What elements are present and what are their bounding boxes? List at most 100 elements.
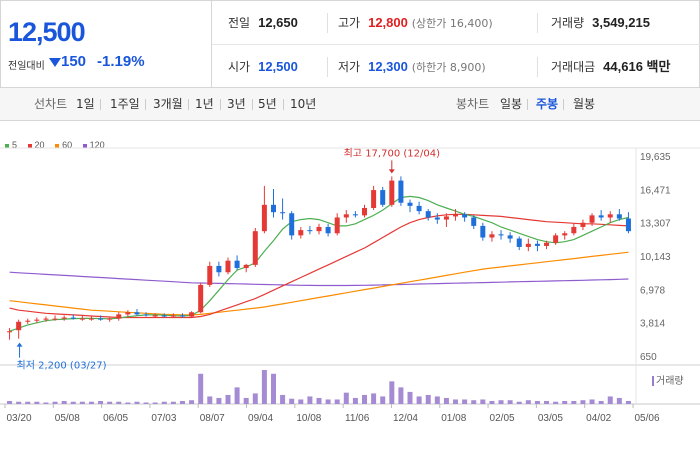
period-10y[interactable]: 10년 <box>290 97 317 111</box>
candle-body <box>471 217 477 226</box>
price-box: 12,500 전일대비 150 -1.19% <box>1 1 212 89</box>
y-tick-label: 6,978 <box>640 285 665 296</box>
x-tick-label: 02/05 <box>490 413 515 424</box>
candle-body <box>25 320 31 322</box>
annotation-high: 최고 17,700 (12/04) <box>344 147 440 159</box>
period-1w[interactable]: 1주일 <box>110 97 140 111</box>
candle-body <box>462 214 468 218</box>
divider <box>327 13 328 33</box>
volume-bar <box>7 400 13 404</box>
volume-bar <box>380 396 386 404</box>
volume-bar <box>616 397 622 404</box>
candle-body <box>34 319 40 321</box>
volume-bar <box>143 402 149 404</box>
candle-body <box>79 318 85 320</box>
volume-bar <box>507 400 513 404</box>
period-3m[interactable]: 3개월 <box>153 97 183 111</box>
x-tick-label: 05/08 <box>55 413 80 424</box>
volume-bar <box>343 392 349 404</box>
candle-daily[interactable]: 일봉 <box>500 97 523 111</box>
candle-body <box>161 315 167 317</box>
x-tick-label: 05/06 <box>634 413 659 424</box>
volume-bar <box>625 400 631 404</box>
divider <box>537 57 538 77</box>
candle-body <box>152 315 158 317</box>
candle-body <box>562 233 568 236</box>
candle-body <box>216 265 222 273</box>
candle-body <box>307 230 313 232</box>
y-tick-label: 13,307 <box>640 219 671 230</box>
stat-high: 고가 12,800 (상한가 16,400) <box>338 15 493 30</box>
candle-body <box>516 238 522 247</box>
candle-body <box>125 312 131 315</box>
period-1y[interactable]: 1년 <box>195 97 214 111</box>
candle-body <box>107 318 113 320</box>
candle-body <box>362 207 368 216</box>
candle-body <box>261 204 267 232</box>
volume-bar <box>61 400 67 404</box>
period-3y[interactable]: 3년 <box>227 97 246 111</box>
candle-body <box>425 211 431 218</box>
stat-open: 시가 12,500 <box>228 59 298 74</box>
volume-bar <box>88 401 94 404</box>
legend-swatch <box>82 143 87 148</box>
volume-bar <box>79 401 85 404</box>
volume-bar <box>325 399 331 404</box>
period-1d[interactable]: 1일 <box>76 97 95 111</box>
volume-bar <box>216 397 222 404</box>
y-tick-label: 19,635 <box>640 152 671 163</box>
volume-bar <box>189 400 195 404</box>
candle-body <box>134 312 140 315</box>
volume-bar <box>170 401 176 404</box>
candle-body <box>316 226 322 232</box>
x-tick-label: 12/04 <box>393 413 418 424</box>
ma-line-60 <box>9 251 629 316</box>
volume-bar <box>334 399 340 404</box>
candle-body <box>289 213 295 236</box>
stats-row: 시가 12,500 저가 12,300 (하한가 8,900) 거래대금 44,616… <box>212 45 700 89</box>
volume-bar <box>462 399 468 404</box>
y-tick-label: 16,471 <box>640 185 671 196</box>
volume-bar <box>398 387 404 404</box>
volume-bar <box>562 400 568 404</box>
volume-bar <box>443 397 449 404</box>
candle-body <box>398 180 404 203</box>
stat-amount: 거래대금 44,616 백만 <box>551 59 671 74</box>
stat-prev-close: 전일 12,650 <box>228 15 298 30</box>
volume-bar <box>307 396 313 404</box>
legend-swatch <box>55 143 60 148</box>
divider <box>563 99 564 110</box>
volume-bar <box>553 401 559 404</box>
candle-body <box>380 190 386 205</box>
candle-body <box>234 260 240 269</box>
volume-bar <box>25 401 31 404</box>
candle-weekly[interactable]: 주봉 <box>536 97 559 111</box>
candle-monthly[interactable]: 월봉 <box>573 97 596 111</box>
volume-bar <box>134 401 140 404</box>
divider <box>220 99 221 110</box>
annotation-high-arrowhead <box>388 169 395 174</box>
divider <box>527 99 528 110</box>
volume-bar <box>98 400 104 404</box>
candle-body <box>534 243 540 246</box>
candle-body <box>434 217 440 220</box>
divider <box>100 99 101 110</box>
y-tick-label: 650 <box>640 352 657 363</box>
x-tick-label: 06/05 <box>103 413 128 424</box>
legend-ma60: 60 <box>55 140 72 150</box>
candle-body <box>170 315 176 317</box>
candle-body <box>207 265 213 285</box>
volume-bar <box>207 396 213 404</box>
annotation-low-arrowhead <box>16 342 23 347</box>
quote-header: 12,500 전일대비 150 -1.19% 전일 12,650 고가 12,800… <box>0 0 700 89</box>
change-label: 전일대비 <box>8 61 45 72</box>
volume-bar <box>70 401 76 404</box>
legend-swatch <box>5 143 9 148</box>
candle-body <box>553 235 559 243</box>
volume-bar <box>471 400 477 404</box>
period-5y[interactable]: 5년 <box>258 97 277 111</box>
candle-body <box>489 234 495 238</box>
candle-body <box>453 214 459 217</box>
volume-bar <box>416 396 422 404</box>
